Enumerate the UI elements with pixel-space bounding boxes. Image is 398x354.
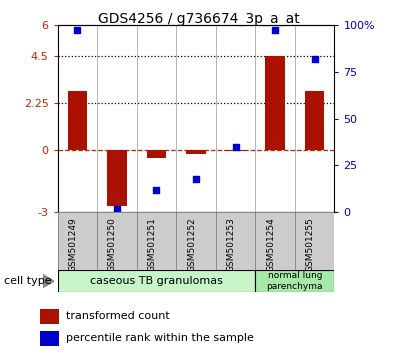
Point xyxy=(232,144,239,149)
Text: transformed count: transformed count xyxy=(66,312,170,321)
Polygon shape xyxy=(43,275,54,287)
Text: GSM501253: GSM501253 xyxy=(226,217,236,272)
Text: cell type: cell type xyxy=(4,276,52,286)
Bar xyxy=(186,150,206,154)
Bar xyxy=(40,309,59,324)
Bar xyxy=(146,150,166,158)
Text: percentile rank within the sample: percentile rank within the sample xyxy=(66,333,254,343)
Text: GSM501251: GSM501251 xyxy=(148,217,156,272)
Bar xyxy=(255,212,295,271)
Text: GSM501252: GSM501252 xyxy=(187,217,196,272)
Text: GSM501255: GSM501255 xyxy=(306,217,314,272)
Text: GSM501249: GSM501249 xyxy=(68,217,78,272)
Text: caseous TB granulomas: caseous TB granulomas xyxy=(90,276,223,286)
Text: GDS4256 / g736674_3p_a_at: GDS4256 / g736674_3p_a_at xyxy=(98,12,300,27)
Point xyxy=(114,206,120,211)
Text: normal lung
parenchyma: normal lung parenchyma xyxy=(267,272,323,291)
Bar xyxy=(226,150,246,151)
Point xyxy=(74,28,81,33)
Bar xyxy=(58,212,97,271)
Point xyxy=(272,28,278,33)
Point xyxy=(153,187,160,193)
Bar xyxy=(265,56,285,150)
Bar xyxy=(107,150,127,206)
Point xyxy=(193,176,199,182)
Bar xyxy=(176,212,216,271)
Text: GSM501254: GSM501254 xyxy=(266,217,275,272)
Bar xyxy=(295,212,334,271)
Bar xyxy=(255,270,334,292)
Bar xyxy=(216,212,255,271)
Bar xyxy=(305,91,324,150)
Bar xyxy=(68,91,87,150)
Bar xyxy=(137,212,176,271)
Bar xyxy=(58,270,255,292)
Bar xyxy=(40,331,59,346)
Text: GSM501250: GSM501250 xyxy=(108,217,117,272)
Bar xyxy=(97,212,137,271)
Point xyxy=(311,56,318,61)
